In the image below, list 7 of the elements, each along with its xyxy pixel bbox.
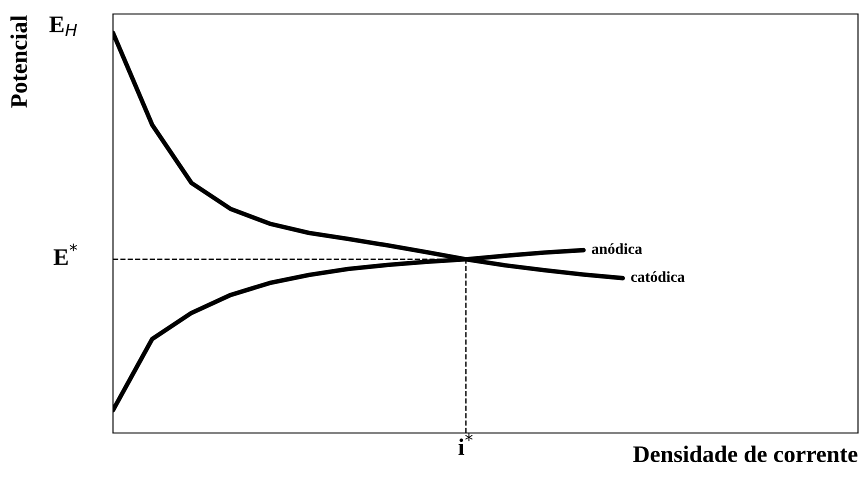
y-axis-title: Potencial bbox=[10, 15, 27, 108]
annotation: i$^{*}$ bbox=[458, 434, 473, 455]
series-label: anódica bbox=[592, 243, 642, 254]
text: E$_{H}$ bbox=[49, 16, 77, 36]
series-label: catódica bbox=[631, 271, 685, 282]
ref-line-label: E$^{*}$ bbox=[54, 244, 77, 265]
x-axis-title: Densidade de corrente bbox=[633, 446, 858, 462]
